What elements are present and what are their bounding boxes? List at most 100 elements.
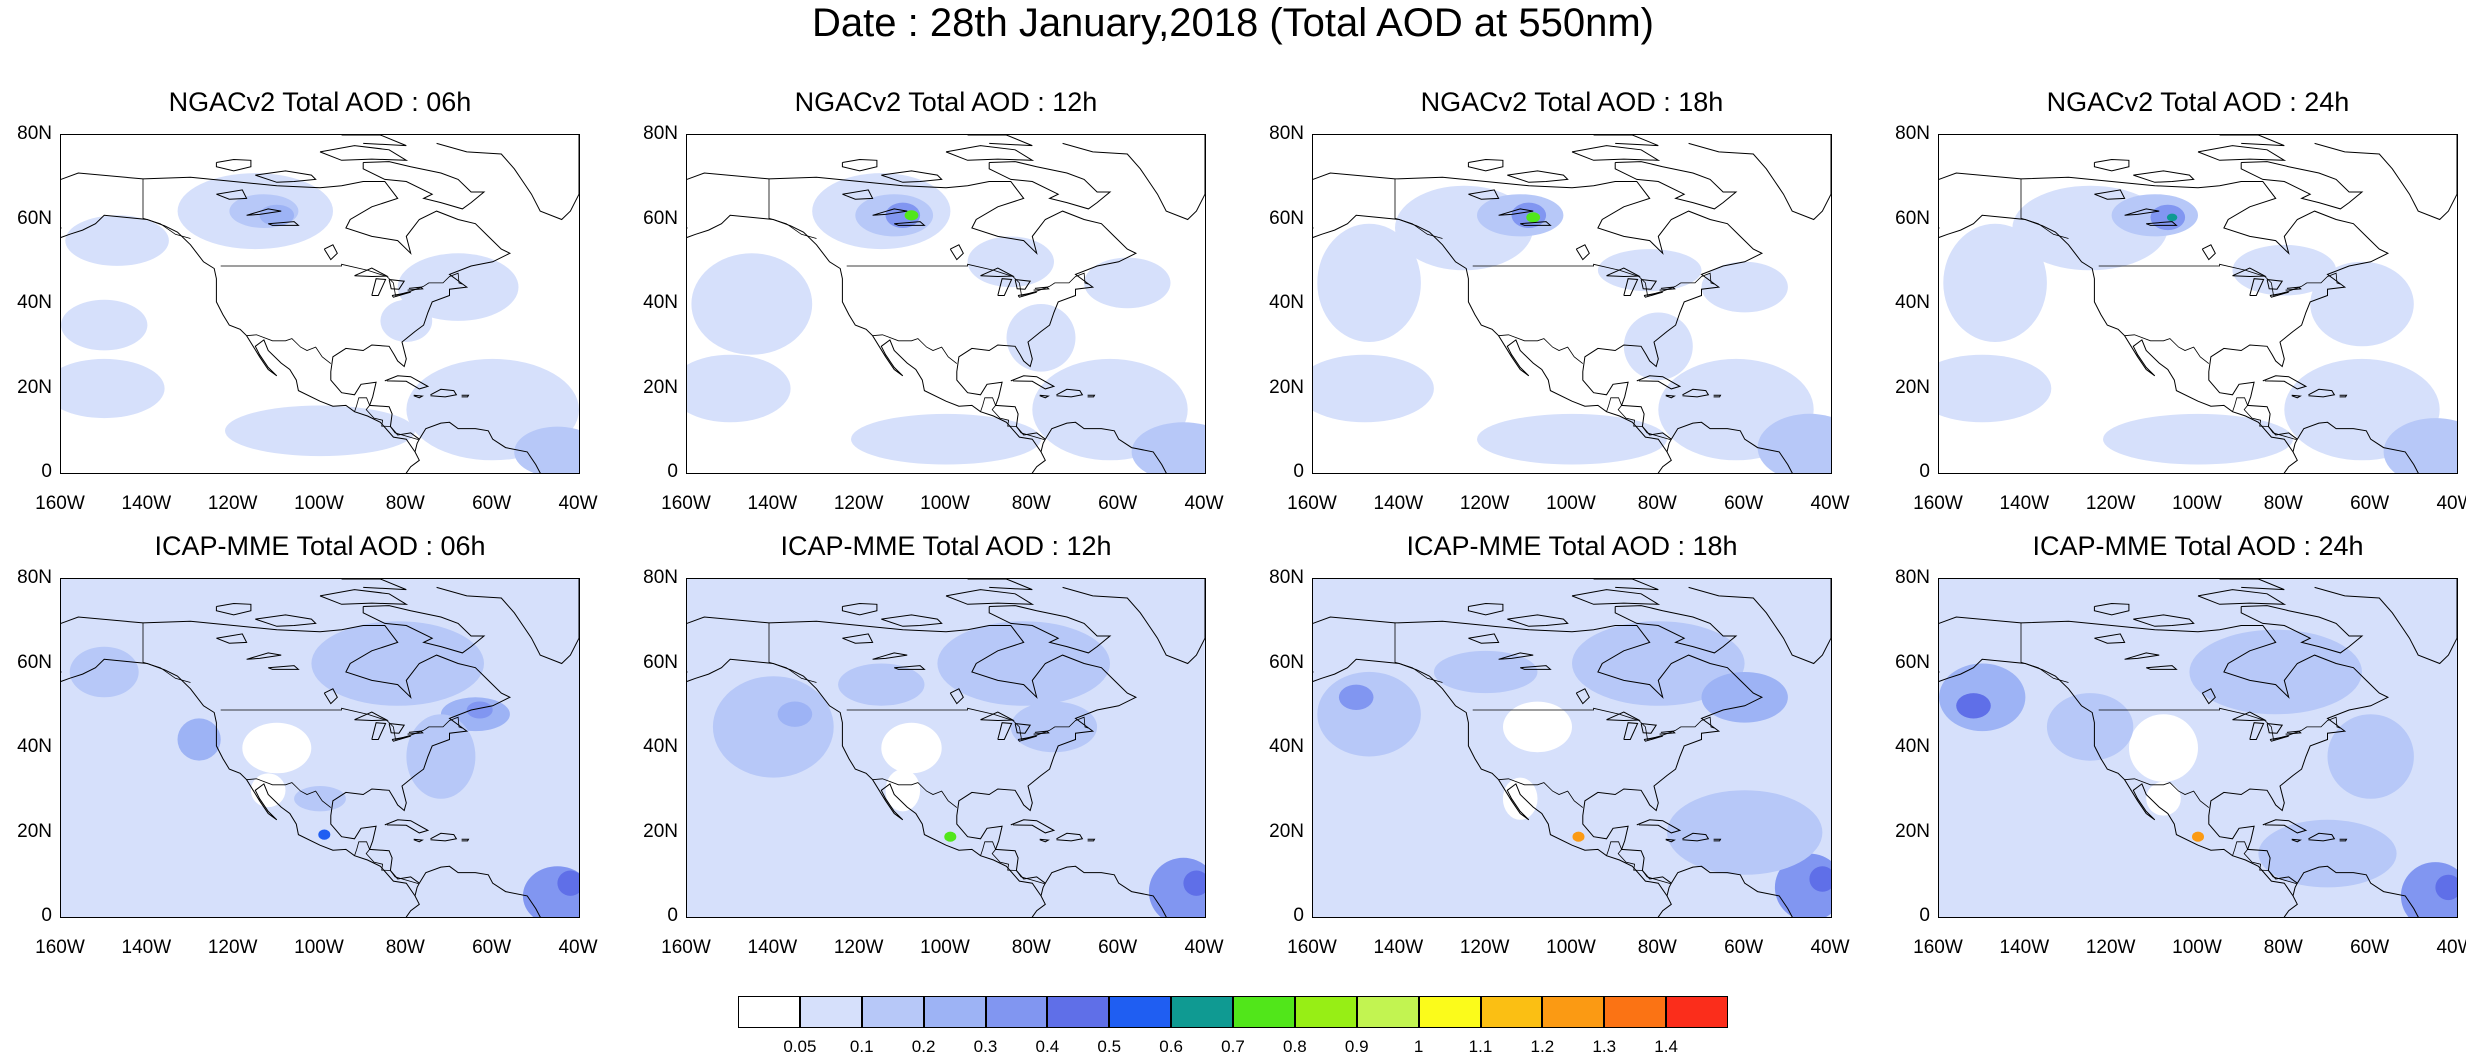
coastline <box>687 658 1042 897</box>
country-border <box>142 178 191 239</box>
lake-outline <box>1498 208 1534 216</box>
coastline <box>1657 895 1672 917</box>
lake-outline <box>872 208 908 216</box>
aod-region <box>380 299 433 342</box>
coastline <box>1571 589 1661 605</box>
aod-field <box>1939 185 2457 473</box>
aod-region <box>2189 629 2362 715</box>
lon-tick-label: 40W <box>2436 937 2466 958</box>
country-border <box>1472 707 1715 741</box>
coastline <box>1614 161 1738 210</box>
colorbar-swatch <box>861 996 924 1028</box>
lake-outline <box>1014 279 1032 290</box>
lon-tick-label: 80W <box>1637 937 1677 958</box>
lake-outline <box>872 652 908 660</box>
lat-tick-label: 20N <box>17 820 52 842</box>
aod-field <box>1939 629 2457 917</box>
aod-region <box>2166 213 2178 222</box>
coastlines <box>1313 579 1831 917</box>
lon-tick-label: 60W <box>2350 937 2390 958</box>
coastline <box>1670 421 1793 473</box>
aod-region <box>406 714 476 799</box>
lat-tick-label: 0 <box>41 461 52 482</box>
lon-tick-label: 120W <box>833 493 884 514</box>
coastline <box>1593 579 1659 591</box>
aod-region <box>712 676 834 778</box>
lon-tick-label: 160W <box>35 493 85 514</box>
aod-field <box>1317 621 1831 917</box>
coastlines <box>61 579 579 917</box>
coastline <box>1636 375 1682 390</box>
aod-region <box>2192 831 2204 842</box>
aod-region <box>1809 866 1831 892</box>
aod-region <box>2103 413 2293 465</box>
country-border <box>2098 707 2341 741</box>
coastline <box>1031 451 1046 473</box>
coastline <box>413 838 424 843</box>
aod-region <box>514 426 579 473</box>
aod-region <box>1526 212 1541 223</box>
coastline <box>2197 589 2287 605</box>
lake-outline <box>371 278 387 296</box>
panel-title: NGACv2 Total AOD : 12h <box>794 87 1098 117</box>
country-border <box>1472 263 1715 297</box>
lat-tick-label: 40N <box>1269 736 1304 757</box>
coastline <box>2133 170 2195 183</box>
lake-outline <box>2249 722 2265 740</box>
aod-region <box>294 786 346 812</box>
lon-tick-label: 40W <box>2436 493 2466 514</box>
coastline <box>362 605 486 654</box>
coastline <box>1665 838 1676 843</box>
lon-tick-label: 40W <box>1184 937 1224 958</box>
country-border <box>2020 178 2069 239</box>
coastline <box>881 170 943 183</box>
country-border <box>872 334 958 364</box>
aod-region <box>1597 249 1702 292</box>
map-frame <box>686 134 1206 474</box>
lake-outline <box>1014 723 1032 734</box>
aod-region <box>691 253 813 355</box>
country-border <box>246 778 332 808</box>
country-border <box>246 334 332 364</box>
aod-region <box>937 621 1110 706</box>
aod-map <box>687 579 1205 917</box>
lake-outline <box>894 221 926 226</box>
aod-map <box>1939 135 2457 473</box>
map-panel: ICAP-MME Total AOD : 06h 80N 60N 40N 20N 0 160… <box>17 531 597 958</box>
coastlines <box>1939 579 2457 917</box>
lon-tick-label: 60W <box>2350 493 2390 514</box>
country-border <box>220 263 463 297</box>
coastline <box>988 605 1112 654</box>
map-frame <box>60 134 580 474</box>
aod-region <box>1006 304 1076 372</box>
coastline <box>2240 605 2364 654</box>
coastline <box>215 602 252 616</box>
coastline <box>1939 616 2390 897</box>
colorbar-swatch <box>738 996 800 1028</box>
aod-map <box>61 135 579 473</box>
coastline <box>1571 145 1661 161</box>
aod-region <box>2258 819 2397 888</box>
coastline <box>1039 838 1050 843</box>
lon-tick-label: 140W <box>1999 493 2050 514</box>
lon-tick-label: 140W <box>1999 937 2050 958</box>
lake-outline <box>997 722 1013 740</box>
lon-tick-label: 60W <box>1098 937 1138 958</box>
lake-outline <box>1623 722 1639 740</box>
lon-tick-label: 160W <box>661 493 711 514</box>
lat-tick-label: 60N <box>1895 207 1930 229</box>
panel-title: NGACv2 Total AOD : 06h <box>168 87 472 117</box>
aod-field <box>712 621 1205 917</box>
lake-outline <box>2146 221 2178 226</box>
lat-tick-label: 80N <box>1895 123 1930 144</box>
coastline <box>1087 394 1096 398</box>
lat-tick-label: 0 <box>667 461 678 482</box>
aod-region <box>2046 693 2134 761</box>
country-border <box>2098 263 2341 297</box>
coastline <box>881 614 943 627</box>
lat-tick-label: 60N <box>1895 651 1930 673</box>
aod-region <box>466 701 493 719</box>
lon-tick-label: 40W <box>1810 493 1850 514</box>
aod-region <box>1757 413 1831 473</box>
aod-region <box>1084 257 1171 309</box>
